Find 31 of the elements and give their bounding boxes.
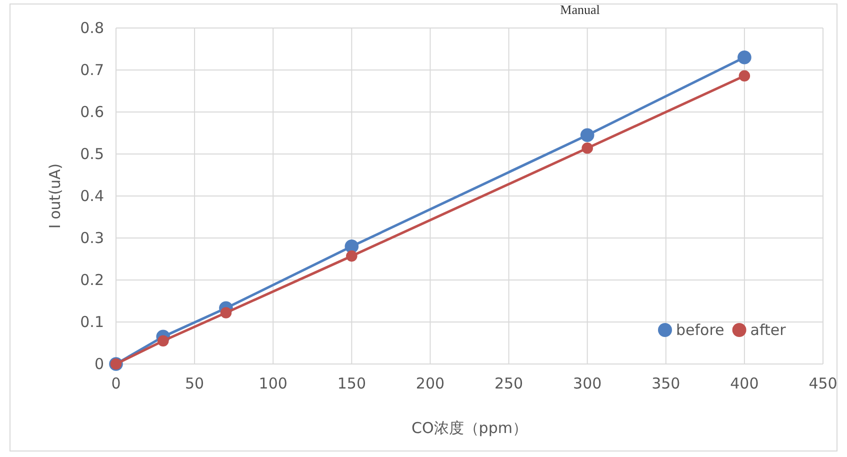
- y-tick-label: 0.1: [80, 312, 104, 331]
- point: [346, 250, 358, 262]
- x-tick-label: 250: [494, 374, 524, 393]
- x-tick-label: 0: [111, 374, 121, 393]
- x-tick-label: 400: [730, 374, 759, 393]
- x-tick-label: 200: [416, 374, 445, 393]
- x-tick-label: 100: [258, 374, 288, 393]
- legend-label: before: [676, 321, 724, 339]
- point: [157, 335, 169, 347]
- text: Manual: [560, 2, 600, 17]
- y-tick-label: 0.8: [80, 18, 104, 37]
- x-tick-label: 300: [573, 374, 602, 393]
- point: [220, 307, 232, 318]
- point: [580, 128, 594, 142]
- point: [582, 142, 593, 154]
- y-axis-title: I out(uA): [46, 163, 64, 229]
- x-axis-title: CO浓度（ppm）: [412, 419, 528, 437]
- point: [738, 70, 750, 82]
- x-tick-label: 50: [185, 374, 204, 393]
- y-tick-label: 0.3: [80, 228, 104, 247]
- y-tick-label: 0.6: [80, 102, 104, 121]
- x-tick-label: 350: [652, 374, 680, 393]
- y-tick-label: 0.2: [80, 270, 104, 289]
- y-tick-label: 0.5: [80, 144, 104, 163]
- y-tick-label: 0.4: [80, 186, 104, 205]
- legend-label: after: [750, 321, 787, 339]
- x-tick-label: 150: [337, 374, 366, 393]
- x-tick-label: 450: [808, 374, 838, 393]
- y-tick-label: 0: [94, 354, 104, 373]
- y-tick-label: 0.7: [80, 60, 104, 79]
- point: [738, 50, 752, 64]
